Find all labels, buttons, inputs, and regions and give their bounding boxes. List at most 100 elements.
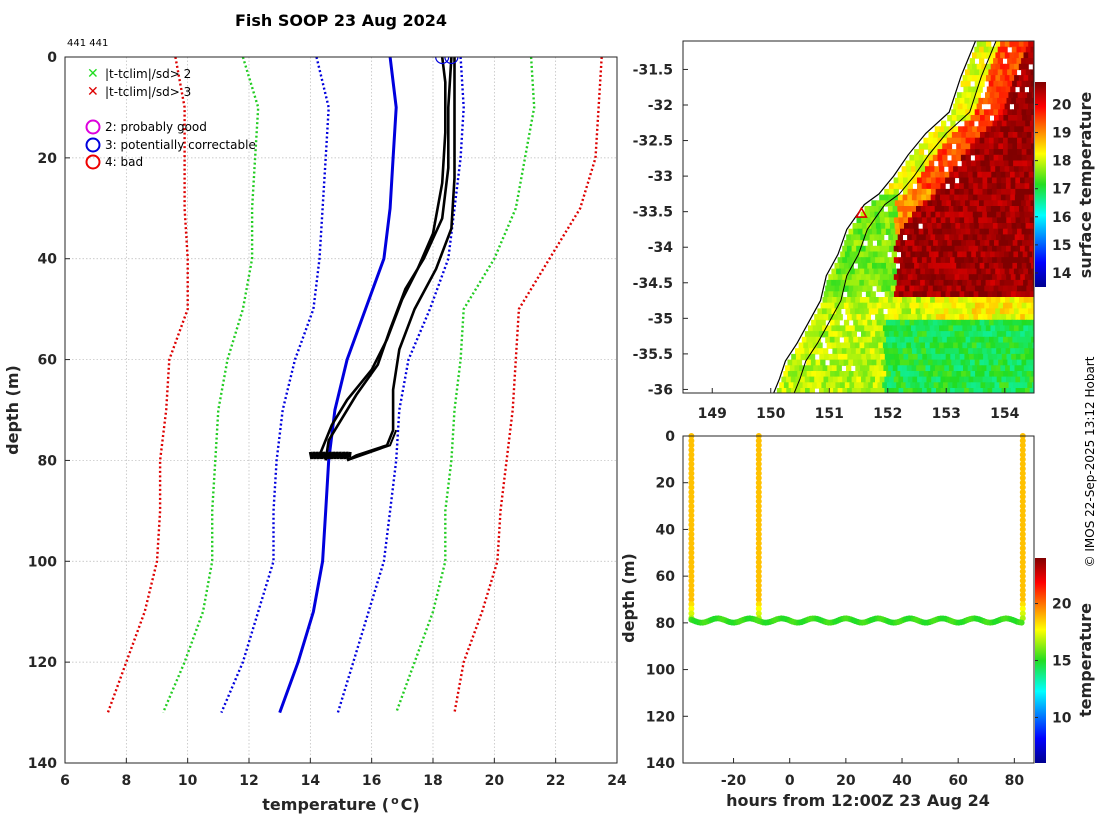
map-cell: [1035, 354, 1040, 360]
map-cell: [980, 160, 986, 167]
map-cell: [1006, 245, 1012, 253]
map-cell: [1015, 274, 1021, 281]
map-colorbar: [1035, 82, 1046, 287]
map-cell: [1027, 92, 1033, 99]
track-cast-point: [1019, 531, 1026, 538]
map-cell: [992, 120, 998, 127]
map-cell: [1011, 120, 1017, 127]
map-cell: [976, 41, 982, 48]
map-cell: [1028, 365, 1034, 372]
map-cell: [834, 336, 840, 344]
map-cell: [846, 365, 852, 372]
map-cell: [808, 325, 814, 332]
map-cell: [993, 371, 1000, 378]
map-cell: [1002, 80, 1009, 88]
map-cell: [876, 285, 882, 292]
map-cell: [802, 371, 808, 378]
map-cell: [939, 342, 945, 349]
map-cell: [837, 274, 843, 281]
map-cell: [966, 92, 972, 99]
map-cell: [803, 342, 809, 349]
map-cell: [853, 228, 859, 235]
map-cell: [995, 75, 1001, 82]
map-cell: [890, 200, 896, 207]
profile-ytick-label: 120: [28, 655, 57, 671]
map-cell: [991, 348, 997, 355]
map-cell: [994, 240, 1000, 247]
map-cell: [960, 149, 967, 156]
map-cell: [1002, 200, 1008, 207]
map-cell: [1025, 120, 1031, 127]
map-cell: [963, 245, 970, 253]
map-cell: [1026, 115, 1033, 122]
map-cell: [981, 297, 987, 304]
track-cast-point: [688, 498, 695, 505]
track-xtick-label: 40: [892, 773, 912, 789]
map-cell: [970, 285, 976, 292]
map-cell: [987, 314, 993, 321]
map-colorbar-tick-label: 20: [1052, 97, 1072, 113]
map-cell: [1020, 314, 1026, 321]
map-cell: [880, 200, 886, 207]
map-cell: [1028, 325, 1034, 332]
map-cell: [907, 274, 914, 281]
map-cell: [779, 382, 785, 389]
map-cell: [865, 314, 871, 321]
map-cell: [909, 228, 915, 235]
track-cast-point: [755, 549, 762, 556]
map-cell: [864, 325, 870, 332]
map-cell: [977, 86, 983, 93]
map-cell: [995, 268, 1001, 275]
map-cell: [870, 394, 875, 400]
map-cell: [936, 217, 942, 224]
map-cell: [989, 336, 995, 344]
track-cast-point: [688, 610, 695, 617]
map-cell: [948, 297, 955, 304]
map-cell: [982, 291, 989, 298]
map-cell: [1014, 63, 1020, 71]
map-cell: [1024, 188, 1030, 196]
map-cell: [989, 137, 995, 144]
map-cell: [996, 257, 1003, 264]
map-cell: [907, 348, 913, 355]
map-cell: [834, 302, 840, 309]
map-cell: [934, 365, 941, 372]
map-cell: [971, 251, 977, 258]
map-cell: [861, 331, 867, 338]
map-cell: [1014, 234, 1020, 241]
map-cell: [973, 97, 979, 105]
map-cell: [929, 325, 935, 332]
map-cell: [962, 206, 969, 213]
map-cell: [836, 308, 842, 315]
map-cell: [968, 314, 974, 321]
map-cell: [840, 342, 847, 349]
map-cell: [903, 188, 909, 196]
map-cell: [858, 240, 864, 247]
map-cell: [936, 353, 942, 361]
map-cell: [993, 58, 999, 65]
map-cell: [972, 234, 978, 241]
map-cell: [889, 217, 895, 224]
map-cell: [886, 336, 892, 344]
map-cell: [956, 149, 962, 156]
track-cast-point: [688, 549, 695, 556]
map-cell: [1001, 188, 1007, 196]
map-cell: [904, 302, 910, 309]
map-cell: [980, 279, 987, 287]
map-cell: [936, 223, 942, 230]
map-cell: [993, 200, 999, 207]
map-cell: [970, 143, 976, 150]
track-cast-point: [755, 577, 762, 584]
track-cast-point: [1019, 507, 1026, 514]
map-cell: [941, 223, 947, 230]
map-cell: [1029, 245, 1034, 253]
map-cell: [949, 177, 956, 184]
map-cell: [993, 149, 999, 156]
map-cell: [783, 371, 789, 378]
map-cell: [906, 279, 912, 287]
map-cell: [904, 319, 910, 327]
map-cell: [1031, 137, 1034, 144]
map-cell: [984, 137, 990, 144]
map-cell: [1003, 319, 1009, 327]
map-cell: [993, 69, 999, 76]
